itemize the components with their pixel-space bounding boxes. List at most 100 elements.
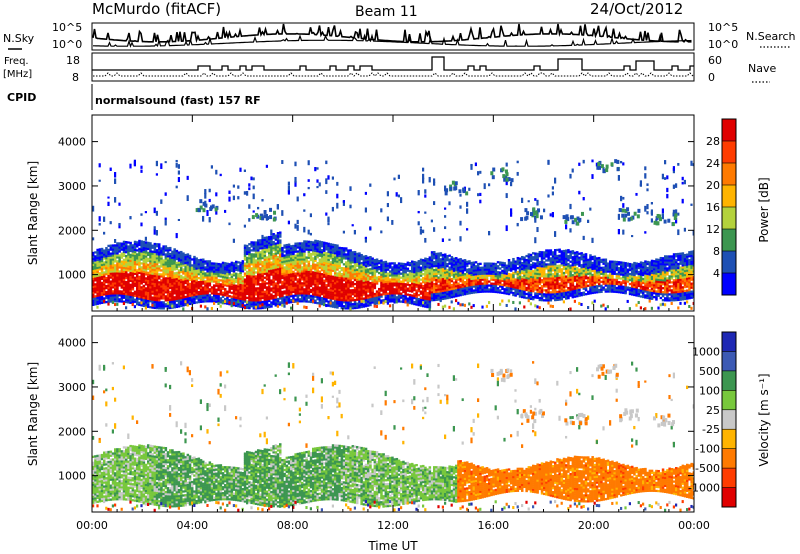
- power-cell: [197, 269, 201, 272]
- power-cell: [510, 265, 513, 268]
- power-cell: [281, 298, 284, 302]
- power-cell: [391, 268, 394, 271]
- power-cell: [204, 193, 207, 199]
- power-cell: [100, 295, 104, 298]
- power-cell: [501, 277, 504, 281]
- power-cell: [314, 277, 317, 280]
- power-cell: [353, 292, 357, 296]
- power-cell: [202, 268, 205, 271]
- power-cell: [122, 282, 126, 285]
- power-cell: [239, 299, 242, 302]
- power-cell: [507, 264, 511, 268]
- power-cell: [109, 260, 113, 263]
- power-cell: [111, 300, 114, 304]
- power-cell: [334, 264, 337, 267]
- power-cell: [301, 252, 304, 255]
- power-cell: [490, 288, 493, 291]
- power-cell: [444, 271, 447, 274]
- power-cell: [389, 264, 392, 267]
- power-cell: [265, 274, 269, 277]
- power-cell: [481, 290, 484, 293]
- power-cell: [356, 280, 359, 283]
- power-cell: [426, 293, 429, 297]
- power-cell: [450, 264, 454, 267]
- power-cell: [252, 259, 256, 262]
- power-cell: [285, 287, 289, 291]
- power-cell: [182, 304, 185, 307]
- power-cell: [164, 287, 168, 290]
- power-cell: [125, 264, 128, 268]
- power-cell: [136, 249, 139, 252]
- power-cell: [433, 262, 436, 266]
- power-cell: [184, 287, 187, 291]
- power-cell: [259, 275, 262, 278]
- power-cell: [386, 288, 390, 291]
- power-cell: [100, 251, 104, 255]
- power-cell: [257, 295, 260, 298]
- power-cell: [177, 255, 181, 258]
- power-cell: [237, 277, 240, 280]
- power-cell: [147, 243, 150, 247]
- power-cell: [312, 241, 315, 244]
- power-cell: [459, 260, 462, 263]
- power-cell: [100, 255, 104, 259]
- power-cell: [439, 284, 443, 287]
- power-cell: [298, 284, 302, 287]
- power-cell: [494, 282, 498, 286]
- power-cell: [309, 242, 313, 246]
- power-cell: [490, 268, 493, 271]
- power-cell: [349, 281, 352, 284]
- power-cell: [325, 280, 328, 283]
- power-cell: [100, 287, 104, 291]
- power-cell: [369, 297, 372, 301]
- power-cell: [138, 297, 141, 300]
- power-cell: [243, 268, 247, 271]
- power-cell: [257, 243, 260, 246]
- power-cell: [340, 300, 344, 304]
- power-cell: [338, 250, 341, 254]
- power-cell: [138, 293, 141, 296]
- power-cell: [314, 167, 317, 172]
- power-cell: [155, 255, 159, 258]
- power-cell: [479, 286, 482, 289]
- power-cell: [395, 282, 399, 285]
- power-cell: [490, 290, 493, 293]
- power-cell: [160, 297, 163, 300]
- power-cell: [105, 259, 108, 262]
- power-cell: [105, 261, 108, 264]
- power-cell: [103, 249, 106, 252]
- power-cell: [367, 280, 370, 283]
- power-cell: [437, 286, 440, 289]
- freq-tick-bottom: 8: [72, 71, 79, 84]
- power-cell: [483, 183, 486, 190]
- power-cell: [111, 290, 115, 293]
- power-cell: [367, 294, 370, 297]
- power-cell: [221, 291, 225, 294]
- power-cell: [265, 278, 269, 281]
- power-cell: [215, 280, 218, 283]
- power-cell: [402, 288, 405, 292]
- power-cell: [342, 307, 346, 310]
- power-cell: [303, 209, 306, 212]
- power-cell: [92, 251, 95, 255]
- power-cell: [155, 289, 159, 292]
- power-cell: [261, 290, 264, 294]
- power-cell: [285, 263, 289, 267]
- power-cell: [296, 284, 300, 287]
- power-cell: [276, 281, 280, 285]
- power-cell: [386, 282, 390, 285]
- power-cell: [155, 292, 159, 296]
- power-cell: [243, 284, 247, 287]
- power-cell: [164, 220, 167, 226]
- power-cell: [360, 257, 363, 261]
- power-cell: [285, 281, 289, 285]
- power-cell: [96, 292, 99, 295]
- power-cell: [171, 274, 174, 277]
- power-cell: [96, 270, 99, 274]
- power-cell: [316, 292, 319, 295]
- power-cell: [241, 306, 245, 309]
- power-cell: [382, 293, 385, 296]
- power-cell: [490, 278, 493, 281]
- power-cell: [496, 261, 500, 264]
- power-cell: [463, 261, 467, 264]
